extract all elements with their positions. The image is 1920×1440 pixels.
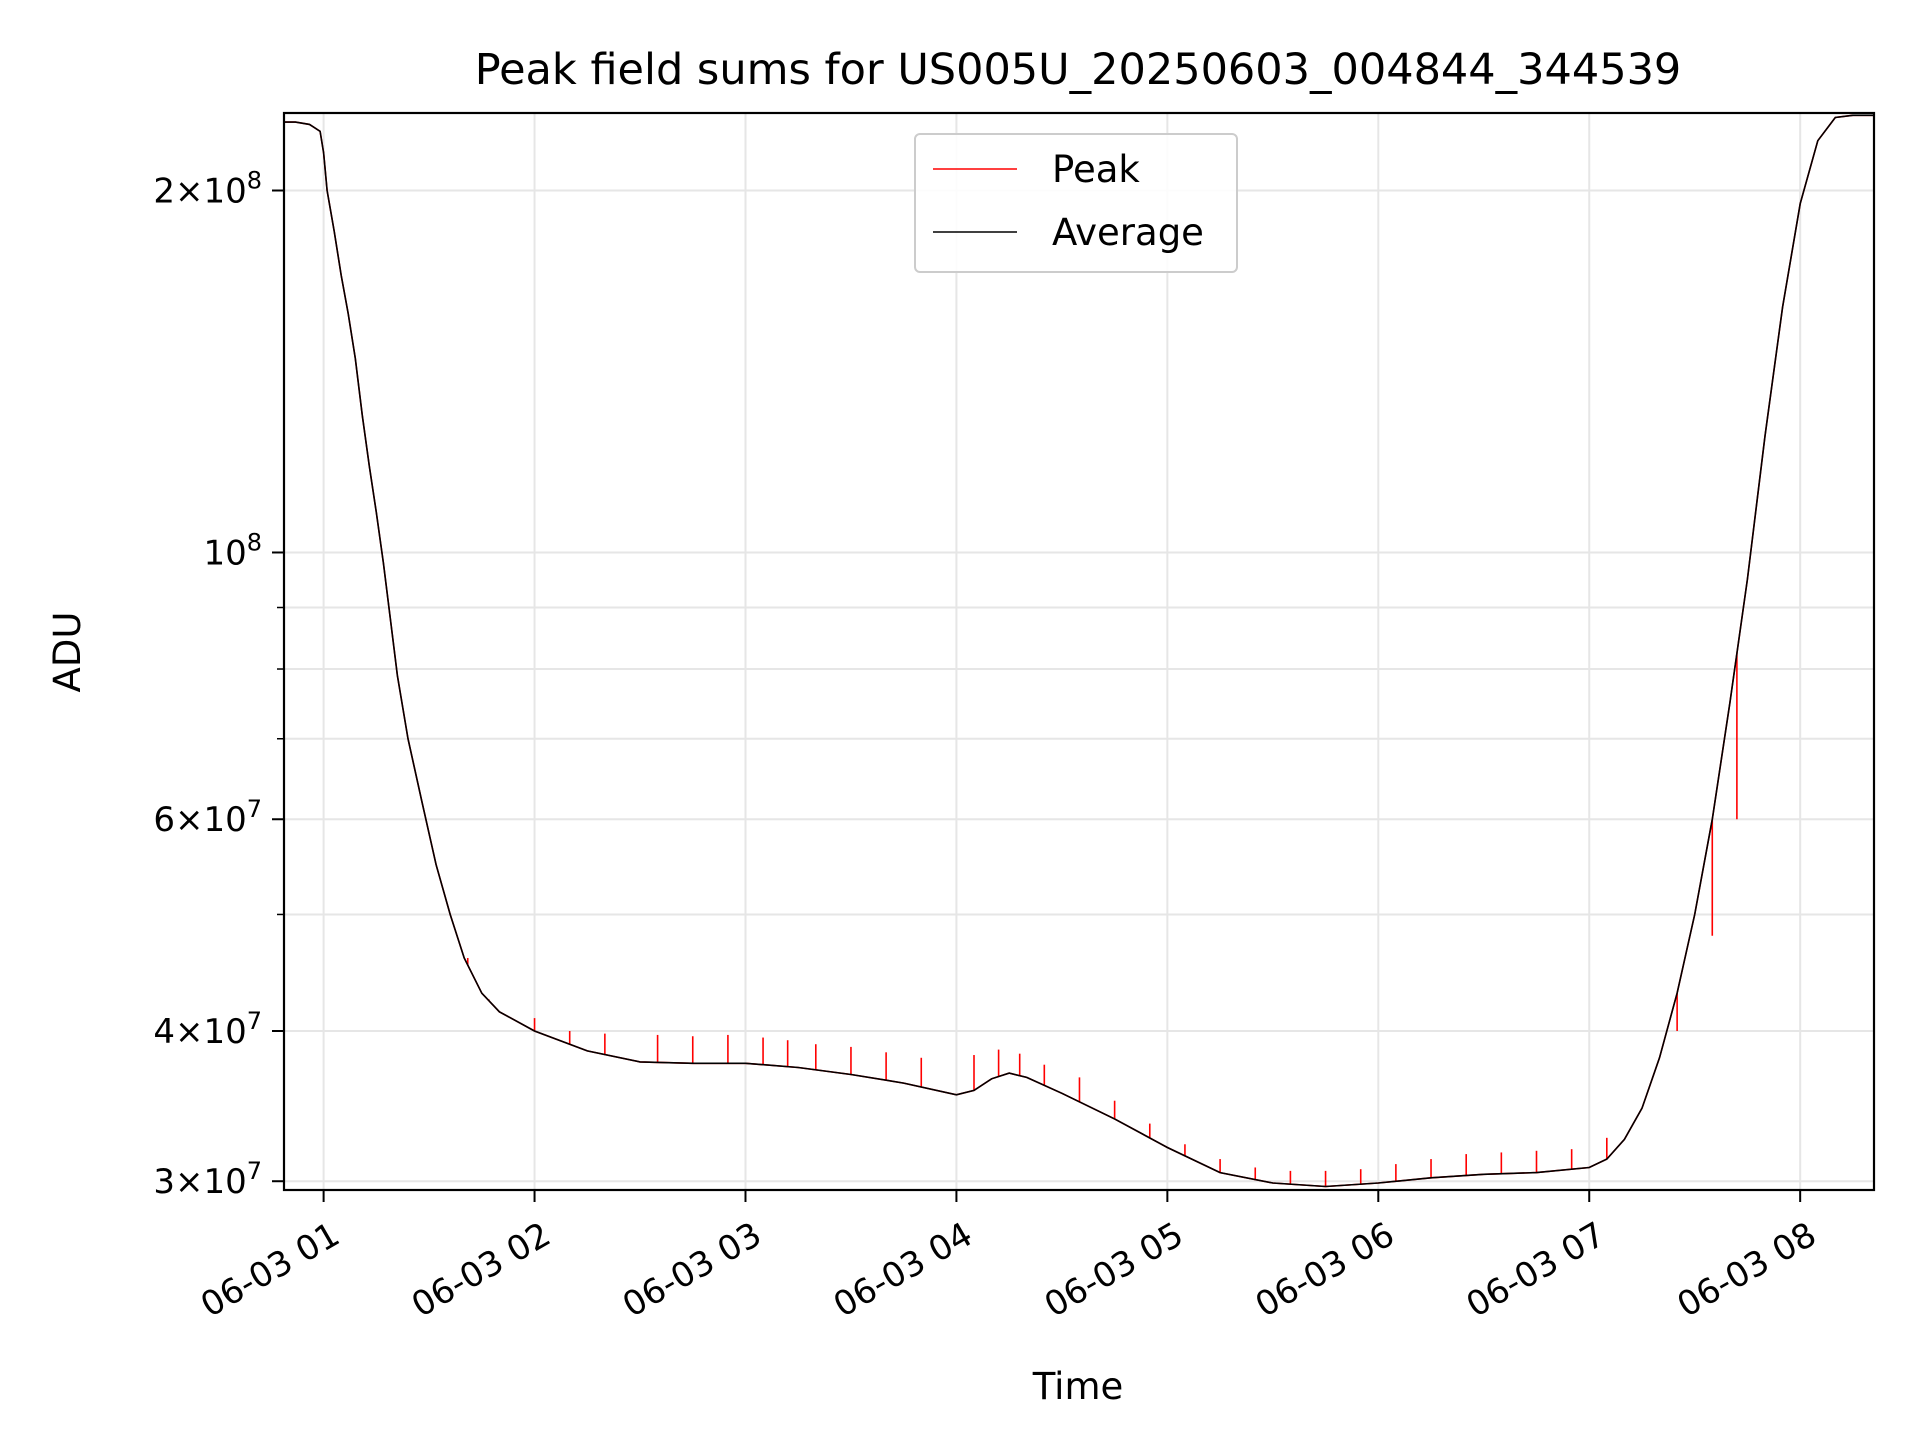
x-axis-label: Time bbox=[1032, 1365, 1124, 1408]
y-axis: 3×107 4×107 6×107 108 2×108 bbox=[153, 167, 284, 1202]
average-line bbox=[284, 114, 1874, 1188]
grid bbox=[284, 113, 1874, 1190]
y-tick-label: 4×107 bbox=[153, 1007, 262, 1052]
legend-label-average: Average bbox=[1052, 211, 1204, 254]
legend: Peak Average bbox=[914, 133, 1238, 273]
y-axis-label: ADU bbox=[46, 612, 89, 693]
legend-label-peak: Peak bbox=[1052, 148, 1140, 191]
y-tick-label: 6×107 bbox=[153, 795, 262, 840]
y-tick-label: 2×108 bbox=[153, 167, 262, 212]
y-tick-label: 3×107 bbox=[153, 1157, 262, 1202]
plot-area bbox=[284, 114, 1874, 1188]
chart-title: Peak field sums for US005U_20250603_0048… bbox=[475, 45, 1682, 95]
y-tick-label: 108 bbox=[203, 528, 262, 573]
plot-frame bbox=[282, 111, 1876, 1192]
line-series bbox=[284, 114, 1874, 1188]
